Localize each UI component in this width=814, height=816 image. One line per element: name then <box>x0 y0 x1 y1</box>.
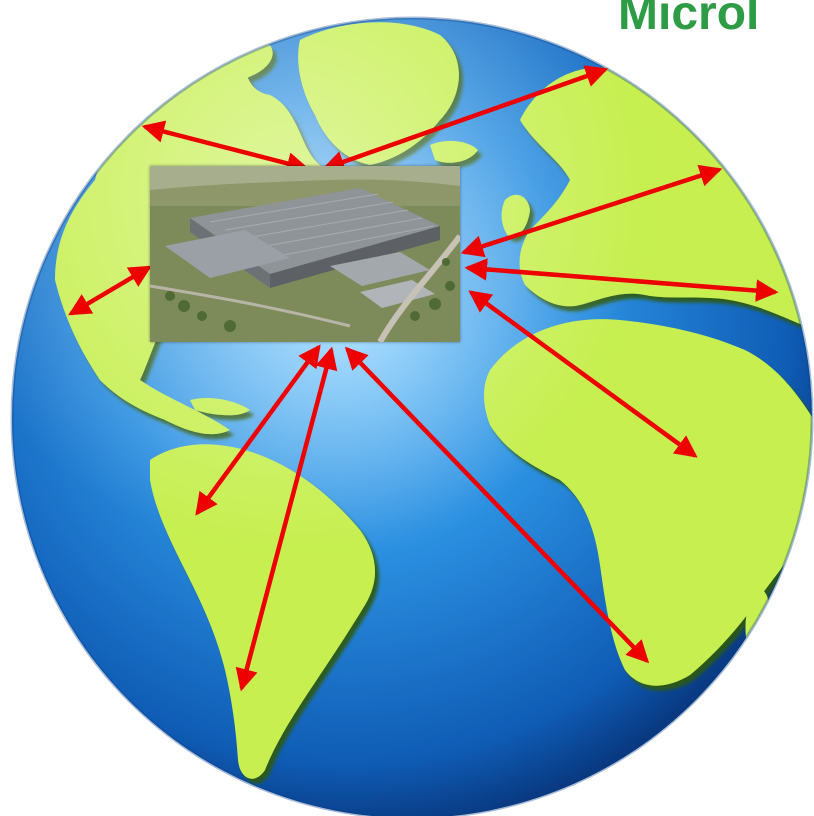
connection-arrows <box>68 65 779 692</box>
arrow-hub-to-north-america-west <box>68 265 152 316</box>
arrow-hub-to-scandinavia <box>321 65 609 173</box>
globe-rim <box>10 16 814 816</box>
headline-title: Microl <box>618 0 760 40</box>
arrow-hub-to-southern-africa <box>344 346 650 664</box>
arrow-hub-to-middle-east <box>464 258 779 302</box>
factory-aerial-render-image <box>150 166 460 342</box>
arrow-hub-to-patagonia <box>235 346 338 692</box>
arrow-hub-to-russia <box>460 164 723 258</box>
arrow-hub-to-north-canada <box>141 120 310 175</box>
hub-photo <box>150 166 460 342</box>
